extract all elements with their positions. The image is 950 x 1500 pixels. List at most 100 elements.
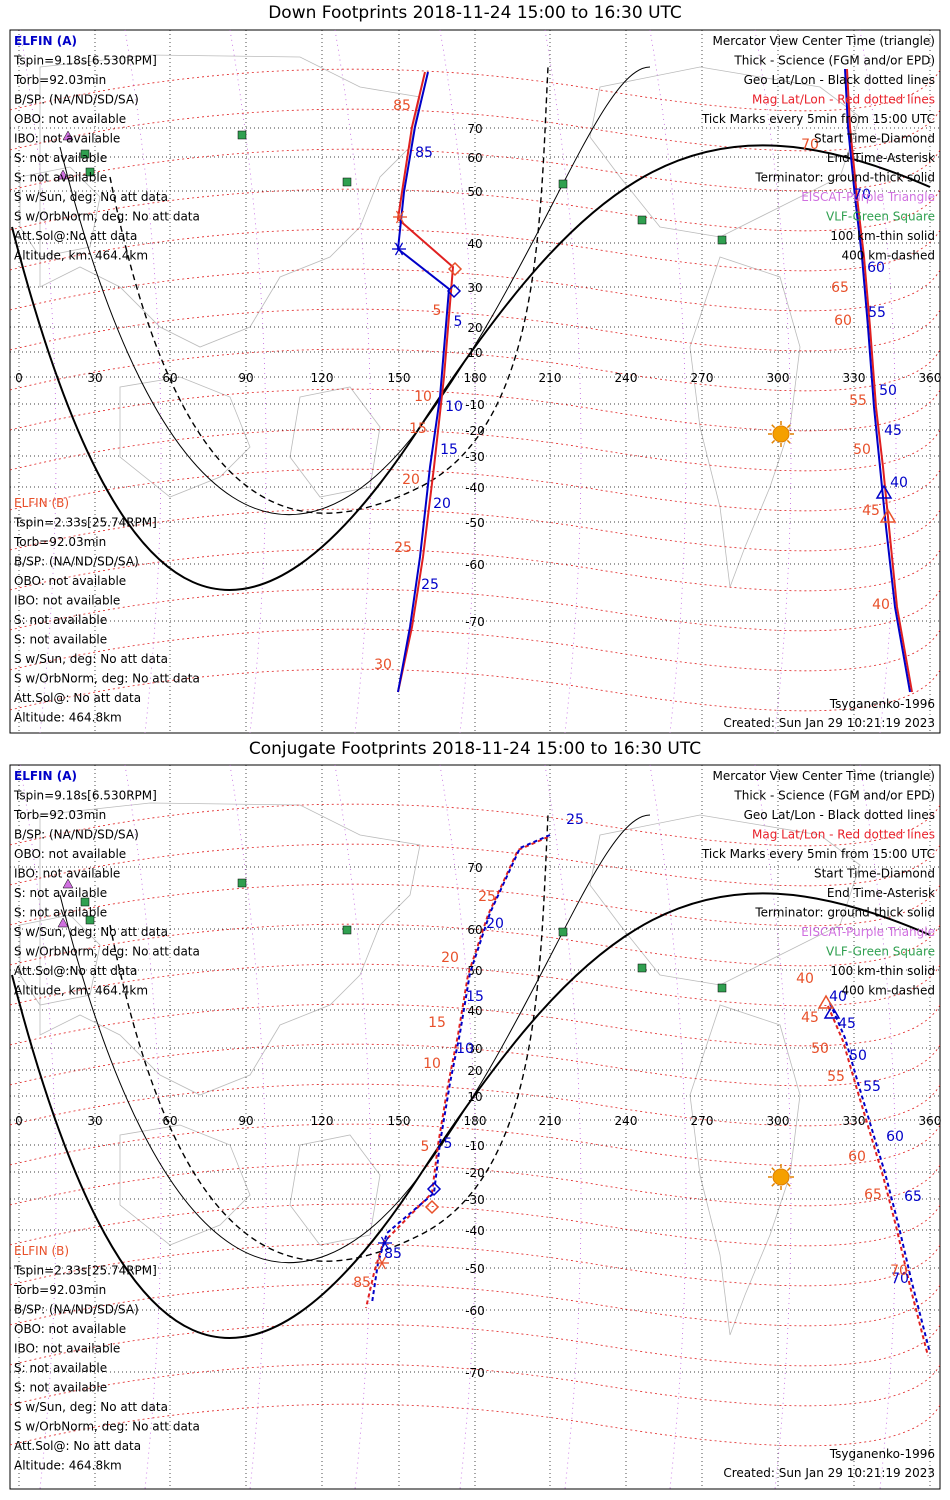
- elfin-b-end-asterisk: [395, 210, 405, 224]
- sun-marker: [772, 425, 790, 443]
- elfin-b-info-line: S w/Sun, deg: No att data: [14, 1400, 168, 1414]
- continent-outline: [689, 256, 801, 588]
- mag-lon-line: [544, 29, 582, 734]
- elfin-b-info-line: OBO: not available: [14, 574, 126, 588]
- elfin-b-info-line: Att.Sol@: No att data: [14, 691, 141, 705]
- elfin-a-tick-label: 20: [486, 916, 504, 932]
- elfin-a-tick-label: 40: [890, 475, 908, 491]
- elfin-b-info-line: B/SP: (NA/ND/SD/SA): [14, 555, 139, 569]
- sun-ray: [786, 1182, 791, 1187]
- vlf-station-marker: [558, 927, 568, 937]
- vlf-station-marker: [717, 983, 727, 993]
- elfin-a-tick-label: 15: [466, 989, 484, 1005]
- elfin-b-heading: ELFIN (B): [14, 496, 69, 510]
- continent-outline: [19, 166, 101, 258]
- elfin-b-info-line: Tspin=2.33s[25.74RPM]: [13, 1264, 157, 1278]
- legend-line: Thick - Science (FGM and/or EPD): [733, 789, 935, 803]
- sun-ray: [786, 424, 791, 429]
- down-footprints-title: Down Footprints 2018-11-24 15:00 to 16:3…: [268, 3, 682, 23]
- lon-tick-label: 150: [388, 371, 411, 385]
- elfin-a-info-line: S w/Sun, deg: No att data: [14, 925, 168, 939]
- elfin-a-info-line: IBO: not available: [14, 867, 120, 881]
- elfin-b-track-east: [827, 1005, 929, 1357]
- elfin-b-end-asterisk: [377, 1256, 387, 1270]
- sun-ray: [771, 1182, 776, 1187]
- lat-tick-label: 20: [467, 321, 482, 335]
- elfin-b-track: [396, 71, 455, 693]
- elfin-b-tick-label: 45: [862, 503, 880, 519]
- elfin-b-info-line: Torb=92.03min: [13, 535, 106, 549]
- elfin-a-tick-label: 50: [849, 1048, 867, 1064]
- elfin-b-tick-label: 70: [890, 1263, 908, 1279]
- elfin-a-track-east: [844, 68, 911, 693]
- elfin-a-info-line: OBO: not available: [14, 112, 126, 126]
- vlf-station-marker: [85, 167, 95, 177]
- sun-ray: [771, 1167, 776, 1172]
- elfin-a-info-line: S w/OrbNorm, deg: No att data: [14, 945, 200, 959]
- mag-lon-line: [19, 29, 57, 734]
- lat-tick-label: -50: [465, 1262, 485, 1276]
- elfin-b-tick-label: 70: [801, 137, 819, 153]
- elfin-b-tick-label: 60: [834, 313, 852, 329]
- elfin-a-heading: ELFIN (A): [14, 34, 77, 48]
- elfin-b-info-line: Tspin=2.33s[25.74RPM]: [13, 516, 157, 530]
- lat-tick-label: -30: [465, 450, 485, 464]
- eiscat-marker: [62, 878, 74, 889]
- elfin-a-tick-label: 85: [384, 1246, 402, 1262]
- legend-line: 400 km-dashed: [841, 984, 935, 998]
- continent-outline: [39, 54, 421, 348]
- lat-tick-label: -20: [465, 424, 485, 438]
- lon-tick-label: 240: [615, 1114, 638, 1128]
- legend-line: EISCAT-Purple Triangle: [801, 925, 935, 939]
- elfin-b-tick-label: 5: [421, 1139, 430, 1155]
- elfin-a-start-diamond: [426, 1181, 442, 1197]
- lon-tick-label: 90: [238, 1114, 253, 1128]
- lat-tick-label: -10: [465, 1139, 485, 1153]
- elfin-b-tick-label: 60: [848, 1149, 866, 1165]
- elfin-a-info-line: S: not available: [14, 151, 107, 165]
- vlf-station-marker: [558, 179, 568, 189]
- elfin-b-info-line: S: not available: [14, 613, 107, 627]
- lon-tick-label: 60: [162, 371, 177, 385]
- vlf-station-marker: [237, 130, 247, 140]
- legend-line: End Time-Asterisk: [827, 151, 935, 165]
- elfin-b-center-triangle: [817, 994, 835, 1009]
- elfin-b-tick-label: 20: [441, 950, 459, 966]
- lon-tick-label: 180: [464, 371, 487, 385]
- lat-tick-label: -70: [465, 1366, 485, 1380]
- elfin-a-info-line: Torb=92.03min: [13, 73, 106, 87]
- elfin-a-end-asterisk: [394, 242, 404, 256]
- lat-tick-label: 10: [467, 346, 482, 360]
- continent-outline: [119, 376, 251, 498]
- lat-tick-label: 30: [467, 281, 482, 295]
- elfin-a-info-line: Tspin=9.18s[6.530RPM]: [13, 54, 157, 68]
- lon-tick-label: 0: [15, 371, 23, 385]
- legend-line: Mag Lat/Lon - Red dotted lines: [752, 93, 935, 107]
- lat-tick-label: 10: [467, 1090, 482, 1104]
- vlf-station-marker: [637, 963, 647, 973]
- vlf-station-marker: [637, 215, 647, 225]
- elfin-b-tick-label: 50: [853, 442, 871, 458]
- lon-tick-label: 300: [767, 1114, 790, 1128]
- elfin-b-tick-label: 15: [428, 1015, 446, 1031]
- lon-tick-label: 330: [843, 1114, 866, 1128]
- lon-tick-label: 150: [388, 1114, 411, 1128]
- sun-ray: [786, 1167, 791, 1172]
- elfin-a-heading: ELFIN (A): [14, 769, 77, 783]
- lon-tick-label: 30: [87, 1114, 102, 1128]
- elfin-a-tick-label: 45: [838, 1016, 856, 1032]
- legend-line: Mercator View Center Time (triangle): [713, 34, 935, 48]
- elfin-b-start-diamond: [447, 261, 463, 277]
- lon-tick-label: 60: [162, 1114, 177, 1128]
- vlf-station-marker: [80, 149, 90, 159]
- elfin-a-tick-label: 10: [445, 399, 463, 415]
- elfin-b-tick-label: 10: [414, 389, 432, 405]
- eiscat-marker: [57, 917, 69, 928]
- elfin-b-info-line: IBO: not available: [14, 594, 120, 608]
- elfin-b-tick-label: 25: [478, 889, 496, 905]
- mag-lon-line: [754, 29, 792, 734]
- continent-outline: [119, 1124, 251, 1246]
- elfin-b-info-line: Altitude: 464.8km: [14, 711, 122, 725]
- elfin-b-info-line: S: not available: [14, 633, 107, 647]
- lon-tick-label: 180: [464, 1114, 487, 1128]
